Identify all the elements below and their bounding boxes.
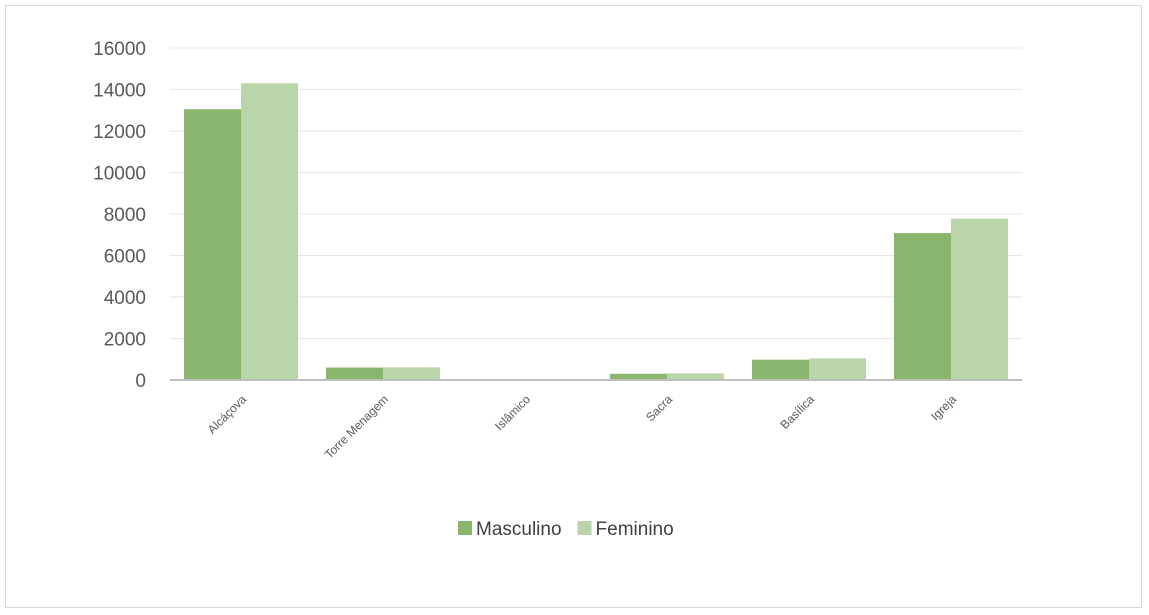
legend-label: Feminino: [596, 519, 674, 540]
y-tick-label: 2000: [104, 330, 146, 351]
y-tick-label: 14000: [93, 81, 146, 102]
bar-masculino-3: [610, 373, 667, 380]
bar-feminino-0: [241, 83, 298, 381]
bar-masculino-5: [894, 233, 951, 380]
x-tick-label: Islâmico: [492, 392, 533, 433]
bars: [184, 83, 1008, 381]
gridlines: [170, 47, 1022, 339]
legend: Masculino Feminino: [458, 519, 674, 540]
bar-feminino-1: [383, 367, 440, 380]
bar-masculino-4: [752, 359, 809, 380]
bar-feminino-4: [809, 358, 866, 380]
legend-label: Masculino: [476, 519, 562, 540]
x-axis-ticks: Alcáçova Torre Menagem Islâmico Sacra Basíli…: [205, 392, 960, 462]
y-tick-label: 8000: [104, 205, 146, 226]
y-tick-label: 4000: [104, 288, 146, 309]
y-axis-ticks: 0 2000 4000 6000 8000 10000 12000 14000 16000: [93, 39, 146, 392]
y-tick-label: 6000: [104, 247, 146, 268]
x-tick-label: Alcáçova: [205, 392, 250, 437]
x-tick-label: Igreja: [928, 392, 959, 423]
y-tick-label: 10000: [93, 164, 146, 185]
x-tick-label: Sacra: [643, 392, 675, 424]
legend-swatch-masculino: [458, 521, 472, 535]
bar-feminino-3: [667, 373, 724, 380]
y-tick-label: 12000: [93, 122, 146, 143]
y-tick-label: 0: [135, 371, 146, 392]
bar-masculino-0: [184, 109, 241, 381]
bar-masculino-1: [326, 367, 383, 380]
bar-feminino-5: [951, 218, 1008, 380]
legend-swatch-feminino: [577, 521, 592, 535]
x-tick-label: Torre Menagem: [322, 392, 391, 461]
y-tick-label: 16000: [93, 39, 146, 60]
x-tick-label: Basílica: [778, 392, 818, 432]
